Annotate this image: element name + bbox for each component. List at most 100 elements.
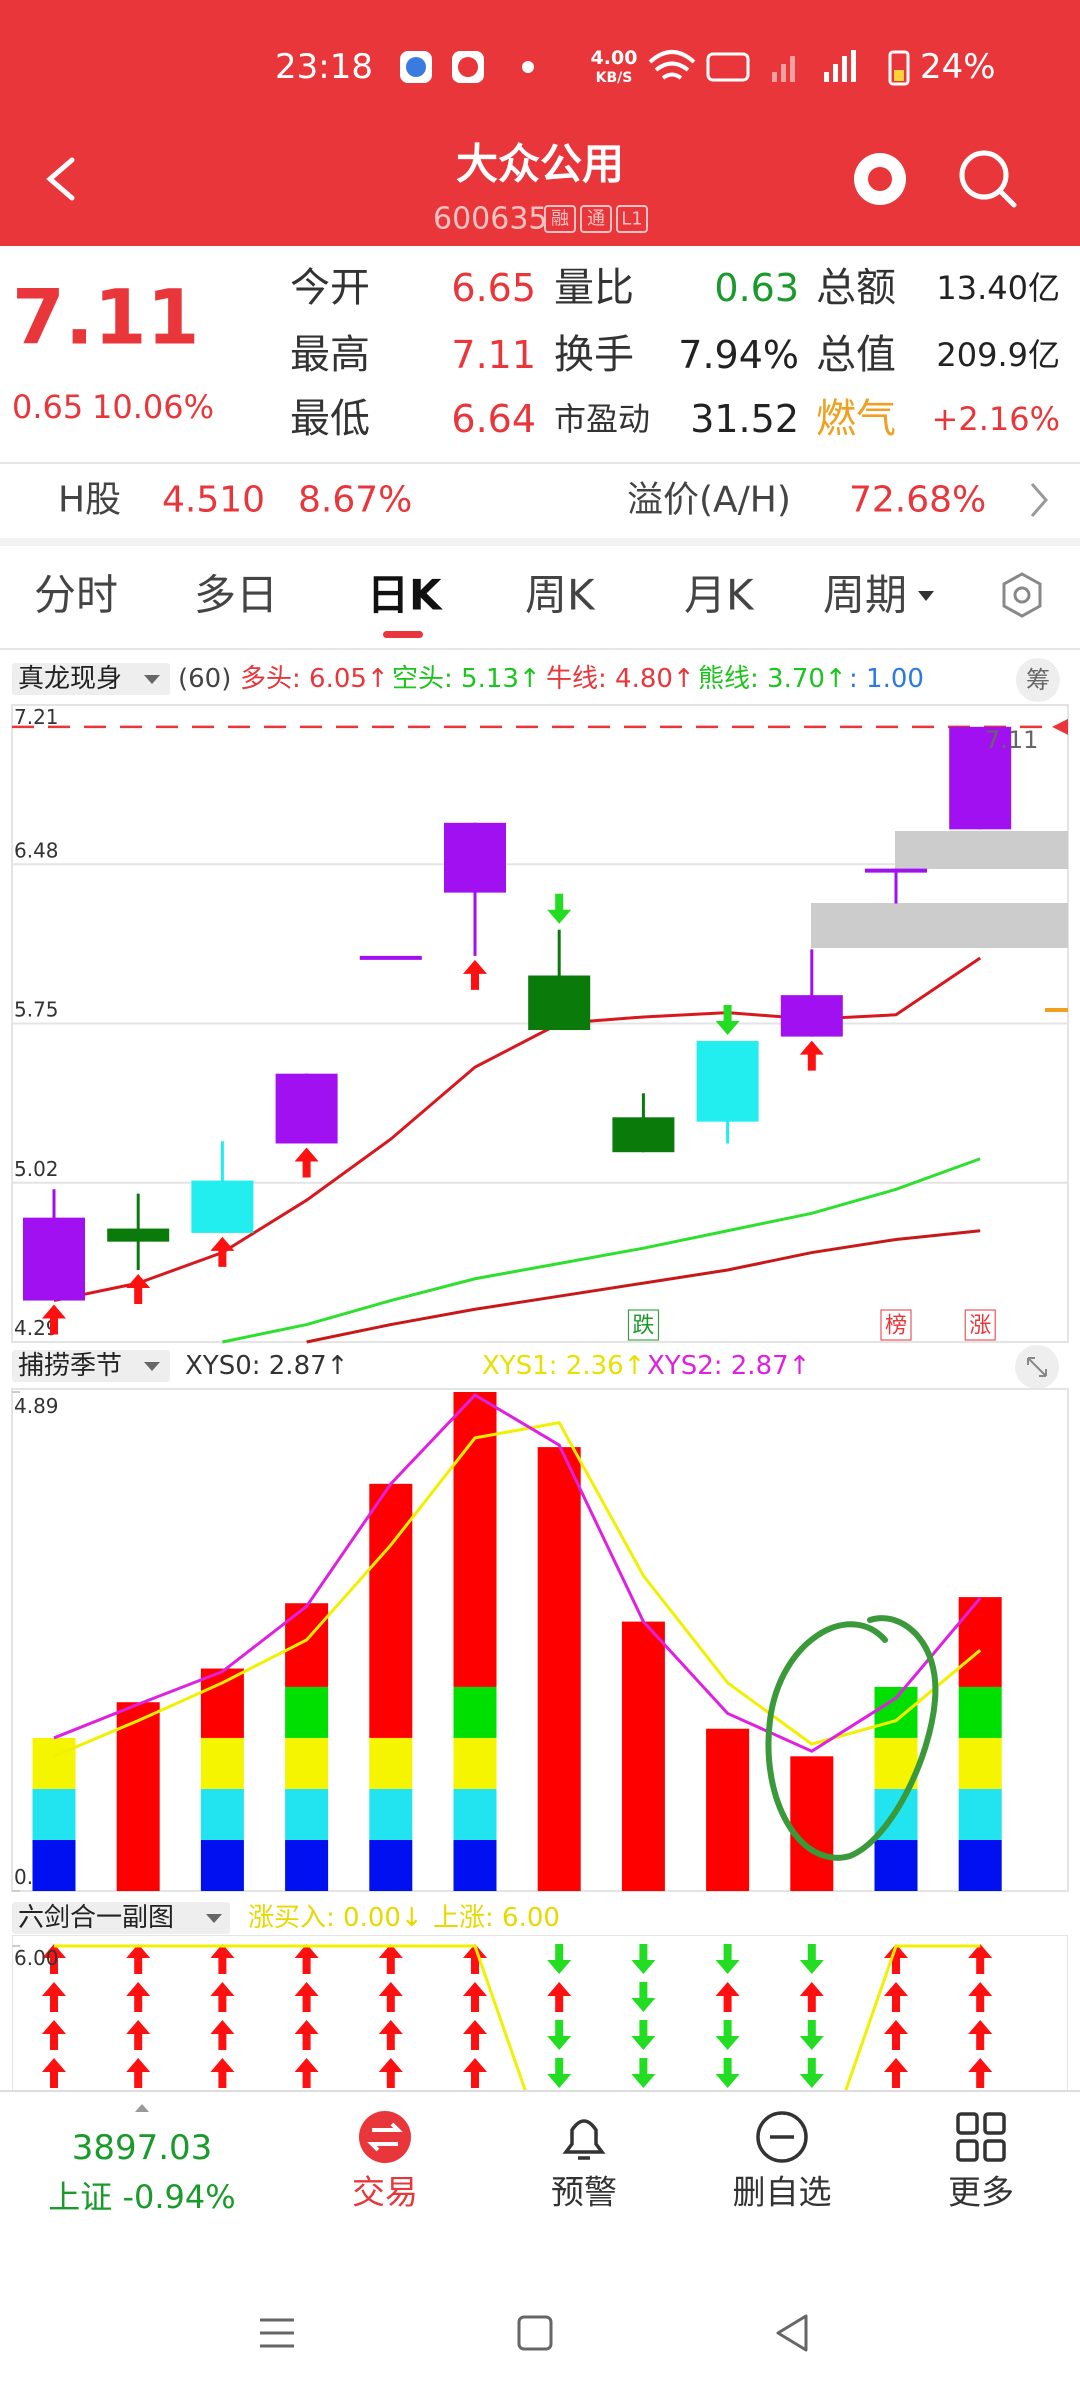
nav-label[interactable]: 预警 xyxy=(551,2173,617,2212)
h-share-price: 4.510 xyxy=(162,480,265,521)
divider xyxy=(0,538,1080,546)
app-icon xyxy=(458,57,478,77)
bar-segment xyxy=(32,1839,76,1891)
back-nav-button[interactable] xyxy=(776,2314,808,2352)
quote-value: 7.94% xyxy=(678,333,799,377)
quote-label: 今开 xyxy=(290,265,370,311)
nav-items: 交易 预警 删自选 更多 xyxy=(352,2173,1014,2212)
battery-level xyxy=(894,70,904,81)
badge-box xyxy=(616,205,648,233)
bar-segment xyxy=(285,1686,329,1738)
battery-text: 24% xyxy=(920,47,996,87)
bar-segment xyxy=(958,1788,1002,1840)
signal-icon xyxy=(790,56,795,82)
more-icon xyxy=(956,2112,979,2135)
marker-label: 榜 xyxy=(885,1314,907,1339)
signal-up xyxy=(968,1944,993,1974)
indicator-button[interactable] xyxy=(12,1902,230,1934)
chevron[interactable] xyxy=(1030,483,1048,517)
tab[interactable]: 分时 xyxy=(34,571,118,620)
signal-up xyxy=(42,2058,66,2088)
search-icon[interactable] xyxy=(959,150,1009,200)
bar-segment xyxy=(874,1686,918,1738)
line xyxy=(222,1157,981,1344)
zone xyxy=(895,831,1068,869)
badges: 融通 L1 xyxy=(544,205,648,233)
stock-code: 600635 xyxy=(433,202,548,237)
tab[interactable]: 日K xyxy=(367,571,443,620)
indicator-param: (60) xyxy=(178,664,231,694)
signal-down xyxy=(715,1944,740,1974)
settings-icon[interactable] xyxy=(1002,572,1042,618)
signal-up xyxy=(463,2058,487,2088)
nav-label[interactable]: 更多 xyxy=(948,2173,1014,2212)
signal-up xyxy=(210,2058,235,2088)
home-button[interactable] xyxy=(517,2315,553,2351)
signal-up xyxy=(968,2020,993,2050)
bar-segment xyxy=(453,1737,497,1789)
tab[interactable]: 周K xyxy=(525,571,596,620)
y-tick-label: 6.00 xyxy=(14,1946,59,1970)
back-button[interactable] xyxy=(46,157,75,201)
bar-segment xyxy=(537,1447,581,1891)
price-line-label: 7.11 xyxy=(985,726,1038,754)
indicator-name: 六剑合一副图 xyxy=(18,1903,174,1933)
premium-label: 溢价(A/H) xyxy=(627,480,791,521)
candle-body xyxy=(444,822,506,893)
badge: 融 xyxy=(551,209,569,230)
legend-item: 多头: 6.05↑ xyxy=(240,664,389,694)
bar-segment xyxy=(116,1702,160,1891)
signal-up xyxy=(884,2058,908,2088)
signal-down xyxy=(799,2020,824,2050)
quote-value: 0.63 xyxy=(714,266,799,310)
expand-icon xyxy=(1027,1357,1047,1377)
legend-item: 空头: 5.13↑ xyxy=(392,664,541,694)
line xyxy=(306,1229,981,1344)
search-handle xyxy=(997,188,1017,208)
marker-box xyxy=(964,1309,996,1341)
h-share-pct: 8.67% xyxy=(298,480,412,521)
signal-up xyxy=(42,1944,66,1974)
price-marker xyxy=(1052,718,1068,735)
quote-label: 量比 xyxy=(554,265,634,311)
bar-segment xyxy=(369,1788,413,1840)
tab[interactable]: 多日 xyxy=(194,571,278,620)
signal-up xyxy=(378,2020,403,2050)
bar-segment xyxy=(621,1621,665,1891)
menu-button[interactable] xyxy=(260,2318,294,2348)
signal-up xyxy=(884,2020,908,2050)
quote-value: 6.64 xyxy=(451,397,536,441)
y-tick-label: 5.75 xyxy=(14,998,59,1022)
y-tick-label: 6.48 xyxy=(14,838,59,862)
nav-label[interactable]: 交易 xyxy=(352,2173,418,2212)
last-price: 7.11 xyxy=(12,273,200,362)
tab[interactable]: 月K xyxy=(684,571,755,620)
quote-label: 总值 xyxy=(816,332,896,378)
signal-up xyxy=(210,1944,235,1974)
signal-icon xyxy=(781,64,786,82)
stacked-bar-chart: 0.004.89 xyxy=(11,1388,1069,1892)
signal-up xyxy=(42,1982,66,2012)
tab[interactable]: 周期 xyxy=(823,571,907,620)
legend-item: 上涨: 6.00 xyxy=(433,1903,560,1933)
bar-segment xyxy=(369,1839,413,1891)
indicator-button[interactable] xyxy=(12,663,170,695)
indicator-button[interactable] xyxy=(12,1350,170,1382)
quote-value: +2.16% xyxy=(932,400,1060,438)
bar-segment xyxy=(200,1788,244,1840)
candle-body xyxy=(696,1040,759,1122)
marker-label: 跌 xyxy=(632,1314,654,1339)
line xyxy=(53,1393,982,1753)
signal-icon xyxy=(851,50,856,82)
chip-button[interactable] xyxy=(1016,658,1060,702)
bar-segment xyxy=(874,1839,918,1891)
bar-segment xyxy=(453,1686,497,1738)
signal-up xyxy=(126,2058,151,2088)
signal-up xyxy=(884,1944,908,1974)
nav-label[interactable]: 删自选 xyxy=(733,2173,832,2212)
badge: 通 xyxy=(587,209,605,230)
candle-body xyxy=(23,1217,85,1301)
dropdown-caret xyxy=(918,591,934,601)
candle-body xyxy=(107,1228,170,1242)
